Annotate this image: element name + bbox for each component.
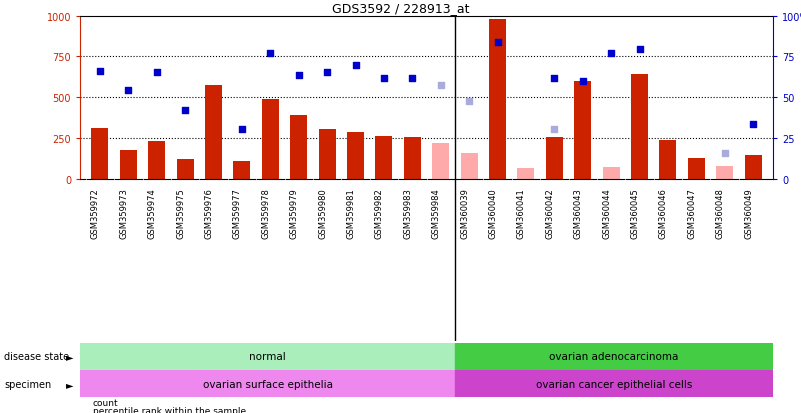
Bar <box>745 156 762 180</box>
Bar <box>456 343 773 370</box>
Bar <box>602 167 620 180</box>
Text: GSM359974: GSM359974 <box>147 188 157 238</box>
Text: GSM359976: GSM359976 <box>204 188 214 238</box>
Point <box>377 75 390 82</box>
Bar <box>456 370 773 397</box>
Point <box>406 75 419 82</box>
Bar <box>120 151 137 180</box>
Bar <box>545 137 563 180</box>
Text: specimen: specimen <box>4 379 51 389</box>
Bar <box>80 370 456 397</box>
Bar <box>716 166 733 180</box>
Point <box>576 78 589 85</box>
Bar <box>489 20 506 180</box>
Bar <box>517 168 534 180</box>
Text: GSM360046: GSM360046 <box>659 188 668 238</box>
Text: ovarian adenocarcinoma: ovarian adenocarcinoma <box>549 351 679 361</box>
Text: GSM360039: GSM360039 <box>460 188 469 238</box>
Text: GSM360040: GSM360040 <box>489 188 497 238</box>
Point <box>548 127 561 133</box>
Text: GSM360041: GSM360041 <box>517 188 526 238</box>
Text: GSM360043: GSM360043 <box>574 188 582 238</box>
Point <box>94 69 107 75</box>
Point <box>747 122 759 128</box>
Text: GSM359981: GSM359981 <box>347 188 356 238</box>
Point <box>235 127 248 133</box>
Bar <box>290 116 308 180</box>
Text: GSM359978: GSM359978 <box>261 188 271 238</box>
Point <box>122 88 135 94</box>
Text: disease state: disease state <box>4 351 69 361</box>
Text: ovarian surface epithelia: ovarian surface epithelia <box>203 379 332 389</box>
Point <box>151 69 163 76</box>
Point <box>434 83 447 89</box>
Text: GSM360044: GSM360044 <box>602 188 611 238</box>
Bar <box>688 159 705 180</box>
Point <box>718 150 731 157</box>
Point <box>179 108 191 114</box>
Bar <box>574 82 591 180</box>
Text: GSM359972: GSM359972 <box>91 188 100 238</box>
Text: GSM359977: GSM359977 <box>233 188 242 238</box>
Bar <box>148 142 165 180</box>
Point <box>463 99 476 105</box>
Bar <box>433 144 449 180</box>
Point <box>264 51 277 57</box>
Text: GSM360045: GSM360045 <box>630 188 639 238</box>
Bar <box>461 154 477 180</box>
Text: normal: normal <box>249 351 286 361</box>
Bar <box>319 130 336 180</box>
Bar <box>404 138 421 180</box>
Text: GSM360047: GSM360047 <box>687 188 696 238</box>
Point <box>633 47 646 53</box>
Text: GSM359982: GSM359982 <box>375 188 384 238</box>
Bar <box>80 343 456 370</box>
Text: count: count <box>93 398 119 407</box>
Text: GDS3592 / 228913_at: GDS3592 / 228913_at <box>332 2 469 15</box>
Bar <box>233 162 251 180</box>
Bar <box>177 160 194 180</box>
Text: GSM359984: GSM359984 <box>432 188 441 238</box>
Point <box>548 75 561 82</box>
Bar <box>631 75 648 180</box>
Point <box>320 69 333 76</box>
Bar <box>347 133 364 180</box>
Text: GSM359975: GSM359975 <box>176 188 185 238</box>
Text: GSM359980: GSM359980 <box>318 188 327 238</box>
Text: GSM359979: GSM359979 <box>290 188 299 238</box>
Text: GSM359983: GSM359983 <box>404 188 413 238</box>
Text: GSM359973: GSM359973 <box>119 188 128 238</box>
Point <box>292 73 305 79</box>
Text: ►: ► <box>66 351 74 361</box>
Text: GSM360049: GSM360049 <box>744 188 753 238</box>
Point <box>491 39 504 46</box>
Text: ovarian cancer epithelial cells: ovarian cancer epithelial cells <box>536 379 692 389</box>
Bar <box>91 129 108 180</box>
Text: ►: ► <box>66 379 74 389</box>
Bar <box>659 140 676 180</box>
Bar <box>376 136 392 180</box>
Text: GSM360048: GSM360048 <box>715 188 725 238</box>
Point <box>349 62 362 69</box>
Text: percentile rank within the sample: percentile rank within the sample <box>93 406 246 413</box>
Bar <box>262 100 279 180</box>
Bar <box>205 86 222 180</box>
Point <box>605 51 618 57</box>
Text: GSM360042: GSM360042 <box>545 188 554 238</box>
